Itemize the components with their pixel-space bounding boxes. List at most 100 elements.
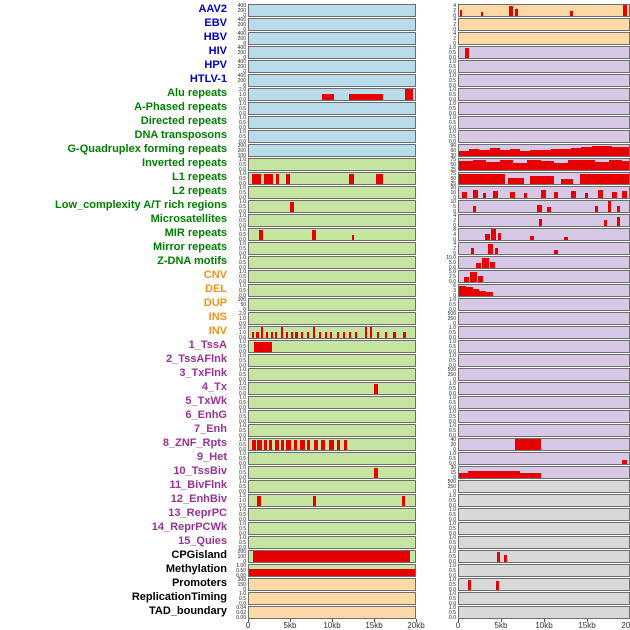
signal-bar xyxy=(470,248,475,254)
y-axis-ticks: 1.5 1.0 0.5 xyxy=(232,493,248,509)
track-row: Alu repeats 2.0 1.0 0.0 1.0 0.5 0.0 xyxy=(0,87,630,103)
x-axis-tick-label: 0 xyxy=(455,621,461,630)
y-axis-tick-label: 100 xyxy=(237,297,246,303)
track-row: CNV 1.0 0.5 0.0 5.0 2.5 0.0 xyxy=(0,269,630,285)
y-axis-ticks: 500 250 0 xyxy=(442,367,458,383)
track-panel-right xyxy=(458,283,630,297)
column-gap xyxy=(416,255,442,269)
track-panel-left xyxy=(248,311,416,325)
y-axis-tick-label: 0.0 xyxy=(449,433,456,439)
y-axis-tick-label: 0.5 xyxy=(239,204,246,210)
column-gap xyxy=(416,353,442,367)
y-axis-tick-label: 1.5 xyxy=(239,493,246,499)
y-axis-tick-label: 0 xyxy=(243,13,246,19)
y-axis-tick-label: 1.0 xyxy=(449,521,456,527)
y-axis-tick-label: 1.0 xyxy=(239,199,246,205)
y-axis-ticks: 1.0 0.5 0.0 xyxy=(232,185,248,201)
track-label: 12_EnhBiv xyxy=(170,493,227,505)
y-axis-tick-label: 0.0 xyxy=(449,279,456,285)
y-axis-tick-label: 0.5 xyxy=(449,582,456,588)
track-label: Mirror repeats xyxy=(153,241,227,253)
y-axis-tick-label: 1.0 xyxy=(239,255,246,261)
y-axis-tick-label: 0.5 xyxy=(239,218,246,224)
y-axis-tick-label: 0.5 xyxy=(449,134,456,140)
y-axis-tick-label: 0.5 xyxy=(449,50,456,56)
y-axis-ticks: 0.04 0.02 0.00 xyxy=(232,605,248,621)
y-axis-ticks: 10.0 5.0 0.0 xyxy=(442,255,458,271)
y-axis-tick-label: 2 xyxy=(453,8,456,14)
y-axis-ticks: 1.0 0.5 0.0 xyxy=(442,45,458,61)
track-panel-right xyxy=(458,255,630,269)
y-axis-tick-label: 1.0 xyxy=(449,381,456,387)
y-axis-tick-label: 0 xyxy=(243,27,246,33)
y-axis-tick-label: 0.0 xyxy=(239,195,246,201)
y-axis-tick-label: 50 xyxy=(240,302,246,308)
column-gap xyxy=(416,339,442,353)
y-axis-tick-label: 1.0 xyxy=(239,423,246,429)
column-gap xyxy=(416,605,442,619)
signal-bar xyxy=(289,201,294,212)
track-label: 6_EnhG xyxy=(185,409,227,421)
y-axis-tick-label: 1.0 xyxy=(239,227,246,233)
y-axis-tick-label: 40 xyxy=(450,437,456,443)
track-row: 5_TxWk 1.0 0.5 0.0 1.0 0.5 0.0 xyxy=(0,395,630,411)
y-axis-tick-label: 1.0 xyxy=(449,423,456,429)
track-row: A-Phased repeats 1.0 0.5 0.0 1.0 0.5 0.0 xyxy=(0,101,630,117)
track-row: G-Quadruplex forming repeats 300 200 100 90 6… xyxy=(0,143,630,159)
y-axis-ticks: 10 5 0 xyxy=(442,199,458,215)
y-axis-tick-label: 0.0 xyxy=(239,97,246,103)
y-axis-tick-label: 0.5 xyxy=(449,498,456,504)
y-axis-ticks: 1.0 0.5 0.0 xyxy=(232,353,248,369)
y-axis-ticks: 1.0 0.5 0.0 xyxy=(442,339,458,355)
signal-bar xyxy=(476,263,482,268)
y-axis-tick-label: 0.0 xyxy=(239,181,246,187)
y-axis-tick-label: 0.0 xyxy=(239,363,246,369)
y-axis-tick-label: 1.0 xyxy=(239,316,246,322)
track-panel-right xyxy=(458,297,630,311)
y-axis-tick-label: 0 xyxy=(453,223,456,229)
y-axis-ticks: 30 15 0 xyxy=(442,465,458,481)
track-row: ReplicationTiming 1.0 0.5 0.0 1.0 0.5 0.0 xyxy=(0,591,630,607)
signal-bar xyxy=(547,207,551,212)
y-axis-tick-label: 10 xyxy=(450,190,456,196)
track-label: 5_TxWk xyxy=(185,395,227,407)
y-axis-tick-label: 0.0 xyxy=(239,279,246,285)
y-axis-tick-label: 1.0 xyxy=(449,45,456,51)
y-axis-tick-label: 0.0 xyxy=(449,559,456,565)
signal-bar xyxy=(485,234,490,240)
y-axis-tick-label: 0.5 xyxy=(449,414,456,420)
signal-bar xyxy=(373,467,378,478)
y-axis-tick-label: 100 xyxy=(237,554,246,560)
y-axis-tick-label: 0.0 xyxy=(239,545,246,551)
y-axis-tick-label: 2.0 xyxy=(239,325,246,331)
y-axis-tick-label: 0.50 xyxy=(236,568,246,574)
y-axis-ticks: 1.0 0.5 0.0 xyxy=(232,409,248,425)
track-panel-left xyxy=(248,87,416,101)
track-panel-left xyxy=(248,353,416,367)
y-axis-tick-label: 0.5 xyxy=(239,190,246,196)
signal-bar xyxy=(508,178,524,184)
y-axis-tick-label: 60 xyxy=(450,148,456,154)
track-panel-right xyxy=(458,157,630,171)
signal-bar xyxy=(608,160,623,170)
y-axis-ticks: 1.0 0.5 0.0 xyxy=(232,101,248,117)
column-gap xyxy=(416,269,442,283)
signal-bar xyxy=(581,147,592,156)
track-label: Microsatellites xyxy=(150,213,227,225)
y-axis-tick-label: 0.5 xyxy=(239,120,246,126)
column-gap xyxy=(416,3,442,17)
y-axis-tick-label: 0.0 xyxy=(449,531,456,537)
y-axis-tick-label: 1.0 xyxy=(239,339,246,345)
signal-bar xyxy=(481,257,489,268)
track-row: 8_ZNF_Rpts 1.0 0.5 0.0 40 20 0 xyxy=(0,437,630,453)
column-gap xyxy=(416,297,442,311)
y-axis-tick-label: 0.0 xyxy=(449,83,456,89)
signal-bar xyxy=(375,173,383,184)
y-axis-ticks: 1.0 0.5 0.0 xyxy=(232,115,248,131)
y-axis-tick-label: 0.0 xyxy=(239,447,246,453)
y-axis-tick-label: 1.0 xyxy=(449,409,456,415)
y-axis-ticks: 1.0 0.5 0.0 xyxy=(232,395,248,411)
